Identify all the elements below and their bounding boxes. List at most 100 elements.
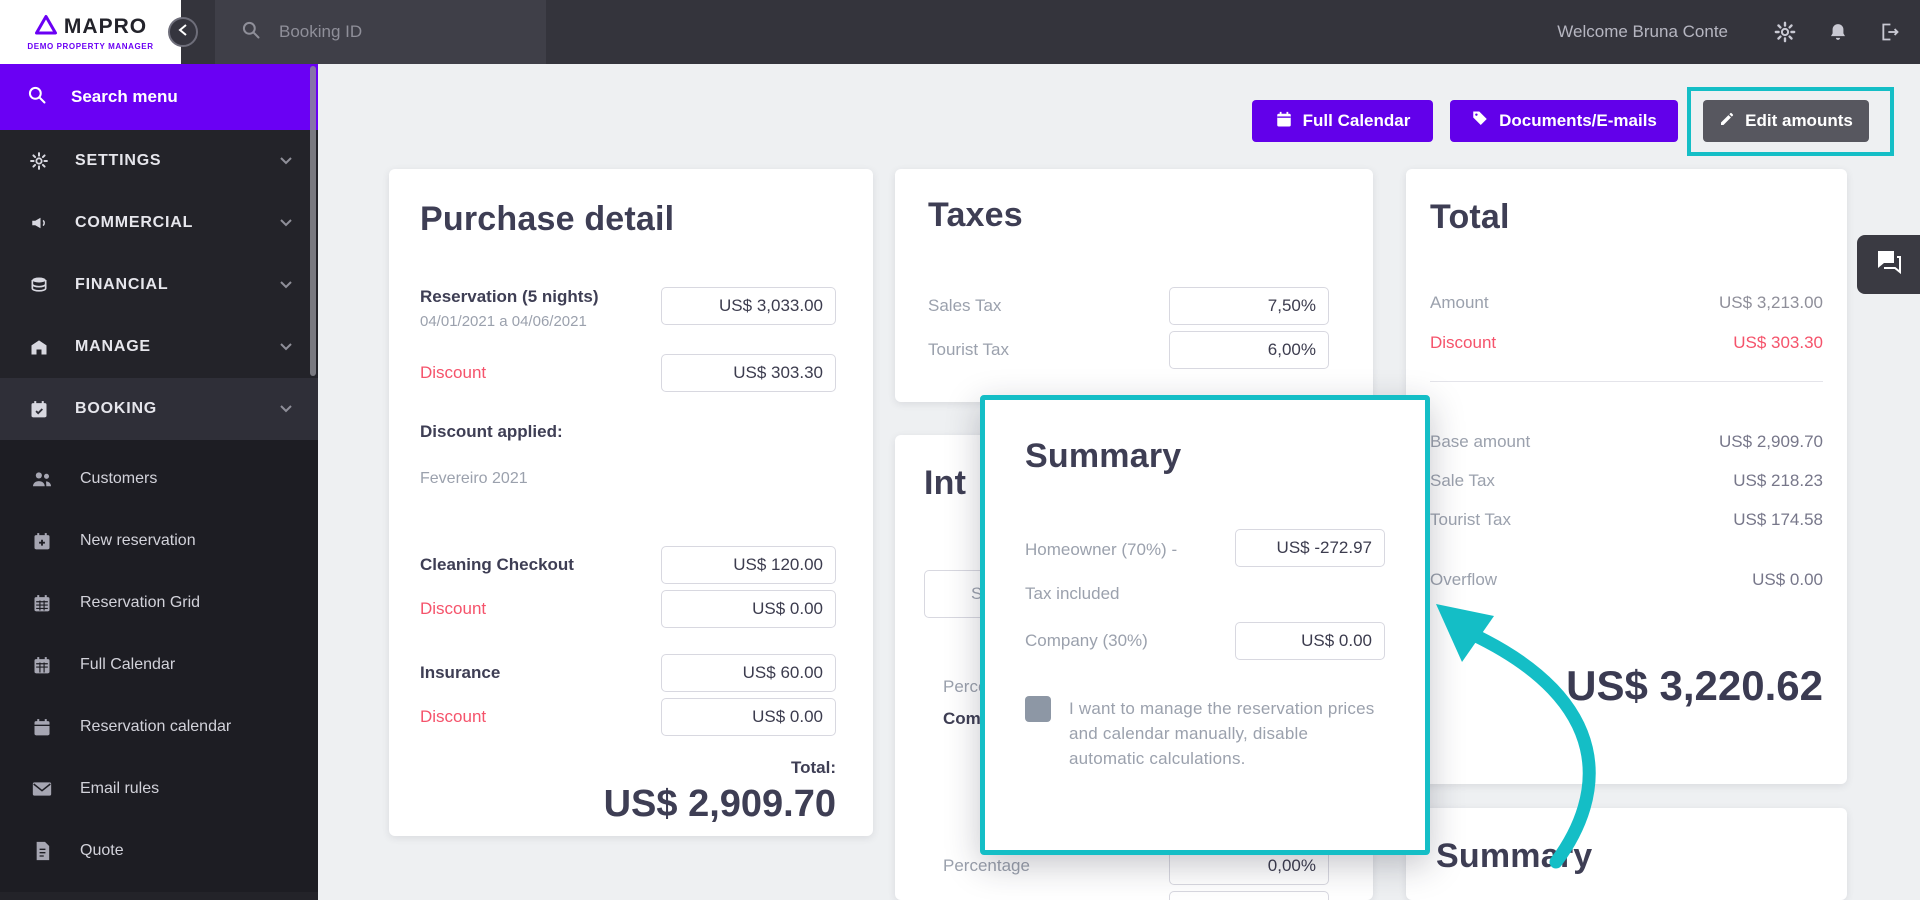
welcome-text: Welcome Bruna Conte (1557, 22, 1728, 41)
manual-management-label: I want to manage the reservation prices … (1069, 699, 1375, 768)
sidebar-item-full-calendar[interactable]: Full Calendar (0, 634, 318, 696)
search-menu-label: Search menu (71, 87, 178, 106)
sidebar-item-new-reservation[interactable]: New reservation (0, 510, 318, 572)
homeowner-row: Homeowner (70%) - Tax included (1025, 529, 1385, 606)
intermediation-title: Int (924, 464, 967, 502)
app-logo[interactable]: MAPRO DEMO PROPERTY MANAGER (0, 0, 181, 64)
sidebar-item-financial[interactable]: FINANCIAL (0, 254, 318, 316)
booking-id-search-input[interactable] (279, 22, 509, 42)
tourist-tax-row: Tourist Tax (928, 331, 1329, 369)
tourist-tax-label: Tourist Tax (1430, 510, 1511, 529)
sales-tax-row: Sales Tax (928, 287, 1329, 325)
booking-search (215, 0, 546, 64)
calendar-icon (30, 717, 54, 737)
sale-tax-value: US$ 218.23 (1733, 471, 1823, 490)
sales-tax-label: Sales Tax (928, 296, 1002, 315)
chevron-down-icon (280, 219, 292, 227)
purchase-total-label: Total: (790, 758, 836, 777)
sidebar-item-settings[interactable]: SETTINGS (0, 130, 318, 192)
brand-subtitle: DEMO PROPERTY MANAGER (27, 41, 154, 51)
topbar: MAPRO DEMO PROPERTY MANAGER Welcome Brun… (0, 0, 1920, 64)
discount-value: US$ 303.30 (1733, 333, 1823, 352)
reservation-discount-input[interactable] (661, 354, 836, 392)
full-calendar-button[interactable]: Full Calendar (1252, 100, 1433, 142)
chevron-down-icon (280, 157, 292, 165)
reservation-row: Reservation (5 nights) 04/01/2021 a 04/0… (420, 287, 836, 330)
sidebar-item-commercial[interactable]: COMMERCIAL (0, 192, 318, 254)
sales-tax-input[interactable] (1169, 287, 1329, 325)
insurance-discount-input[interactable] (661, 698, 836, 736)
sidebar-item-quote[interactable]: Quote (0, 820, 318, 882)
logo-triangle-icon (34, 14, 58, 40)
partial-input[interactable] (1169, 891, 1329, 900)
tax-included-label: Tax included (1025, 584, 1120, 603)
chevron-down-icon (280, 405, 292, 413)
insurance-discount-row: Discount (420, 698, 836, 736)
calendar-grid-icon (30, 655, 54, 675)
summary-card-title: Summary (1436, 837, 1593, 875)
edit-amounts-button[interactable]: Edit amounts (1703, 100, 1869, 142)
logout-icon[interactable] (1880, 22, 1900, 42)
manual-management-checkbox[interactable] (1025, 696, 1051, 722)
sidebar-item-email-rules[interactable]: Email rules (0, 758, 318, 820)
percentage-label: Percentage (943, 856, 1030, 875)
manual-management-option: I want to manage the reservation prices … (1025, 696, 1385, 771)
mail-icon (30, 781, 54, 797)
chevron-down-icon (280, 281, 292, 289)
grand-total-value: US$ 3,220.62 (1566, 662, 1823, 709)
search-icon (241, 20, 261, 45)
pencil-icon (1719, 111, 1735, 132)
bell-icon[interactable] (1828, 21, 1848, 43)
sidebar-collapse-button[interactable] (168, 17, 198, 47)
sidebar-scrollbar[interactable] (310, 66, 316, 376)
overflow-value: US$ 0.00 (1752, 570, 1823, 589)
summary-card: Summary (1406, 808, 1847, 900)
calendar-icon (1275, 110, 1293, 133)
sidebar-item-booking[interactable]: BOOKING (0, 378, 318, 440)
purchase-total-value: US$ 2,909.70 (603, 783, 836, 825)
reservation-dates: 04/01/2021 a 04/06/2021 (420, 313, 587, 330)
homeowner-amount-input[interactable] (1235, 529, 1385, 567)
insurance-label: Insurance (420, 663, 501, 682)
calendar-check-icon (27, 399, 51, 419)
amount-label: Amount (1430, 293, 1489, 312)
documents-emails-button[interactable]: Documents/E-mails (1450, 100, 1678, 142)
intermediation-percentage-text: Perce (943, 677, 988, 696)
discount-label: Discount (420, 707, 487, 726)
sidebar-item-reservation-grid[interactable]: Reservation Grid (0, 572, 318, 634)
cleaning-amount-input[interactable] (661, 546, 836, 584)
discount-applied-label: Discount applied: (420, 422, 563, 441)
company-label: Company (30%) (1025, 631, 1148, 650)
edit-amounts-highlight (1687, 87, 1894, 156)
building-icon (27, 337, 51, 357)
cleaning-discount-input[interactable] (661, 590, 836, 628)
summary-popup: Summary Homeowner (70%) - Tax included C… (980, 395, 1430, 855)
insurance-amount-input[interactable] (661, 654, 836, 692)
sidebar: Search menu SETTINGS COMMERCIAL FINANCIA… (0, 64, 318, 900)
topbar-right-cluster: Welcome Bruna Conte (1557, 0, 1900, 64)
gear-icon (27, 151, 51, 171)
taxes-title: Taxes (928, 196, 1023, 234)
gear-icon[interactable] (1774, 21, 1796, 43)
brand-name: MAPRO (63, 14, 148, 38)
purchase-detail-card: Purchase detail Reservation (5 nights) 0… (389, 169, 873, 836)
base-amount-row: Base amount US$ 2,909.70 (1430, 432, 1823, 452)
sidebar-item-reservation-calendar[interactable]: Reservation calendar (0, 696, 318, 758)
reservation-amount-input[interactable] (661, 287, 836, 325)
amount-value: US$ 3,213.00 (1719, 293, 1823, 312)
reservation-discount-row: Discount (420, 354, 836, 392)
tourist-tax-input[interactable] (1169, 331, 1329, 369)
discount-label: Discount (1430, 333, 1497, 352)
sidebar-search-menu[interactable]: Search menu (0, 64, 318, 130)
chat-button[interactable] (1857, 235, 1920, 294)
chat-icon (1875, 249, 1903, 280)
sidebar-item-customers[interactable]: Customers (0, 448, 318, 510)
document-icon (30, 841, 54, 861)
base-amount-value: US$ 2,909.70 (1719, 432, 1823, 451)
coins-icon (27, 275, 51, 295)
company-amount-input[interactable] (1235, 622, 1385, 660)
cleaning-row: Cleaning Checkout (420, 546, 836, 584)
sidebar-item-manage[interactable]: MANAGE (0, 316, 318, 378)
megaphone-icon (27, 214, 51, 232)
insurance-row: Insurance (420, 654, 836, 692)
